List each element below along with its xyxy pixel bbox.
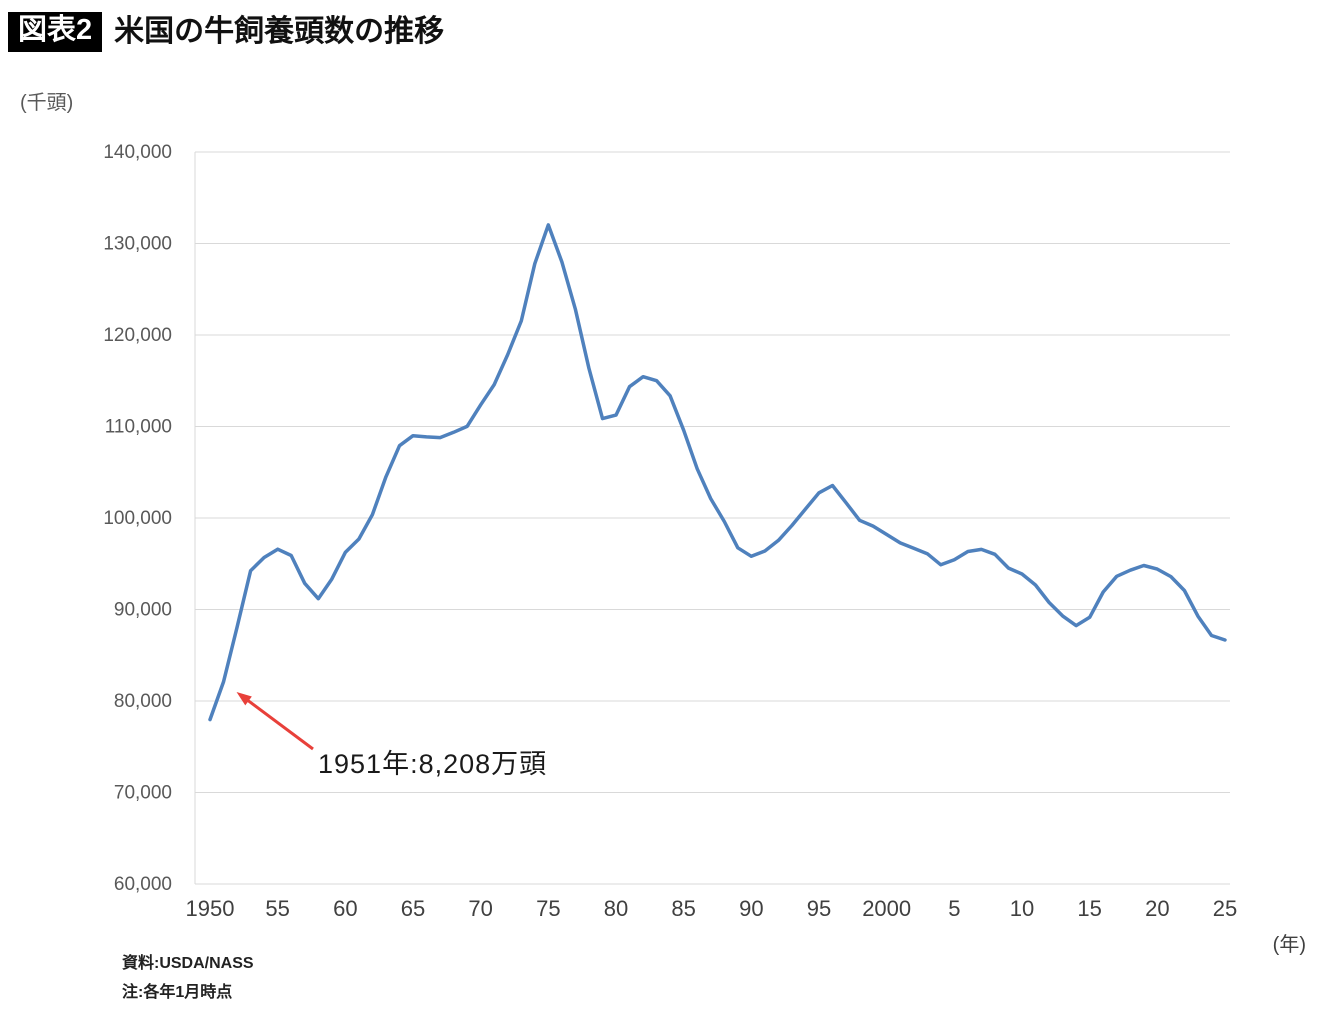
x-tick-label: 65 xyxy=(401,896,425,921)
y-tick-label: 110,000 xyxy=(105,417,172,438)
y-tick-label: 140,000 xyxy=(103,142,172,163)
x-tick-label: 2000 xyxy=(862,896,911,921)
x-tick-label: 25 xyxy=(1213,896,1237,921)
chart-header: 図表2 米国の牛飼養頭数の推移 xyxy=(8,12,444,52)
chart-footer: 資料:USDA/NASS 注:各年1月時点 xyxy=(122,950,254,1008)
y-tick-label: 130,000 xyxy=(103,234,172,255)
x-tick-label: 10 xyxy=(1010,896,1034,921)
x-tick-label: 95 xyxy=(807,896,831,921)
source-note: 資料:USDA/NASS xyxy=(122,955,254,972)
y-tick-label: 120,000 xyxy=(103,325,172,346)
x-tick-label: 55 xyxy=(265,896,289,921)
x-tick-label: 15 xyxy=(1077,896,1101,921)
annotation-label: 1951年:8,208万頭 xyxy=(318,749,548,779)
x-tick-label: 5 xyxy=(948,896,960,921)
chart-title: 米国の牛飼養頭数の推移 xyxy=(114,15,445,49)
y-tick-label: 90,000 xyxy=(114,600,172,621)
annotation-arrow-head xyxy=(236,691,252,706)
x-tick-label: 90 xyxy=(739,896,763,921)
x-tick-label: 20 xyxy=(1145,896,1169,921)
x-tick-label: 85 xyxy=(671,896,695,921)
x-tick-label: 1950 xyxy=(186,896,235,921)
annotation-arrow-shaft xyxy=(242,696,314,751)
y-tick-label: 100,000 xyxy=(103,508,172,529)
y-tick-label: 70,000 xyxy=(114,783,172,804)
y-tick-label: 80,000 xyxy=(114,691,172,712)
cattle-trend-line xyxy=(208,223,1227,722)
x-axis-unit-label: (年) xyxy=(1272,934,1306,956)
x-tick-label: 60 xyxy=(333,896,357,921)
figure-number-badge: 図表2 xyxy=(8,12,103,52)
x-tick-label: 75 xyxy=(536,896,560,921)
x-tick-label: 80 xyxy=(604,896,628,921)
y-tick-label: 60,000 xyxy=(114,874,172,895)
y-axis-unit-label: (千頭) xyxy=(20,92,74,114)
date-note: 注:各年1月時点 xyxy=(122,983,233,1001)
x-tick-label: 70 xyxy=(468,896,492,921)
